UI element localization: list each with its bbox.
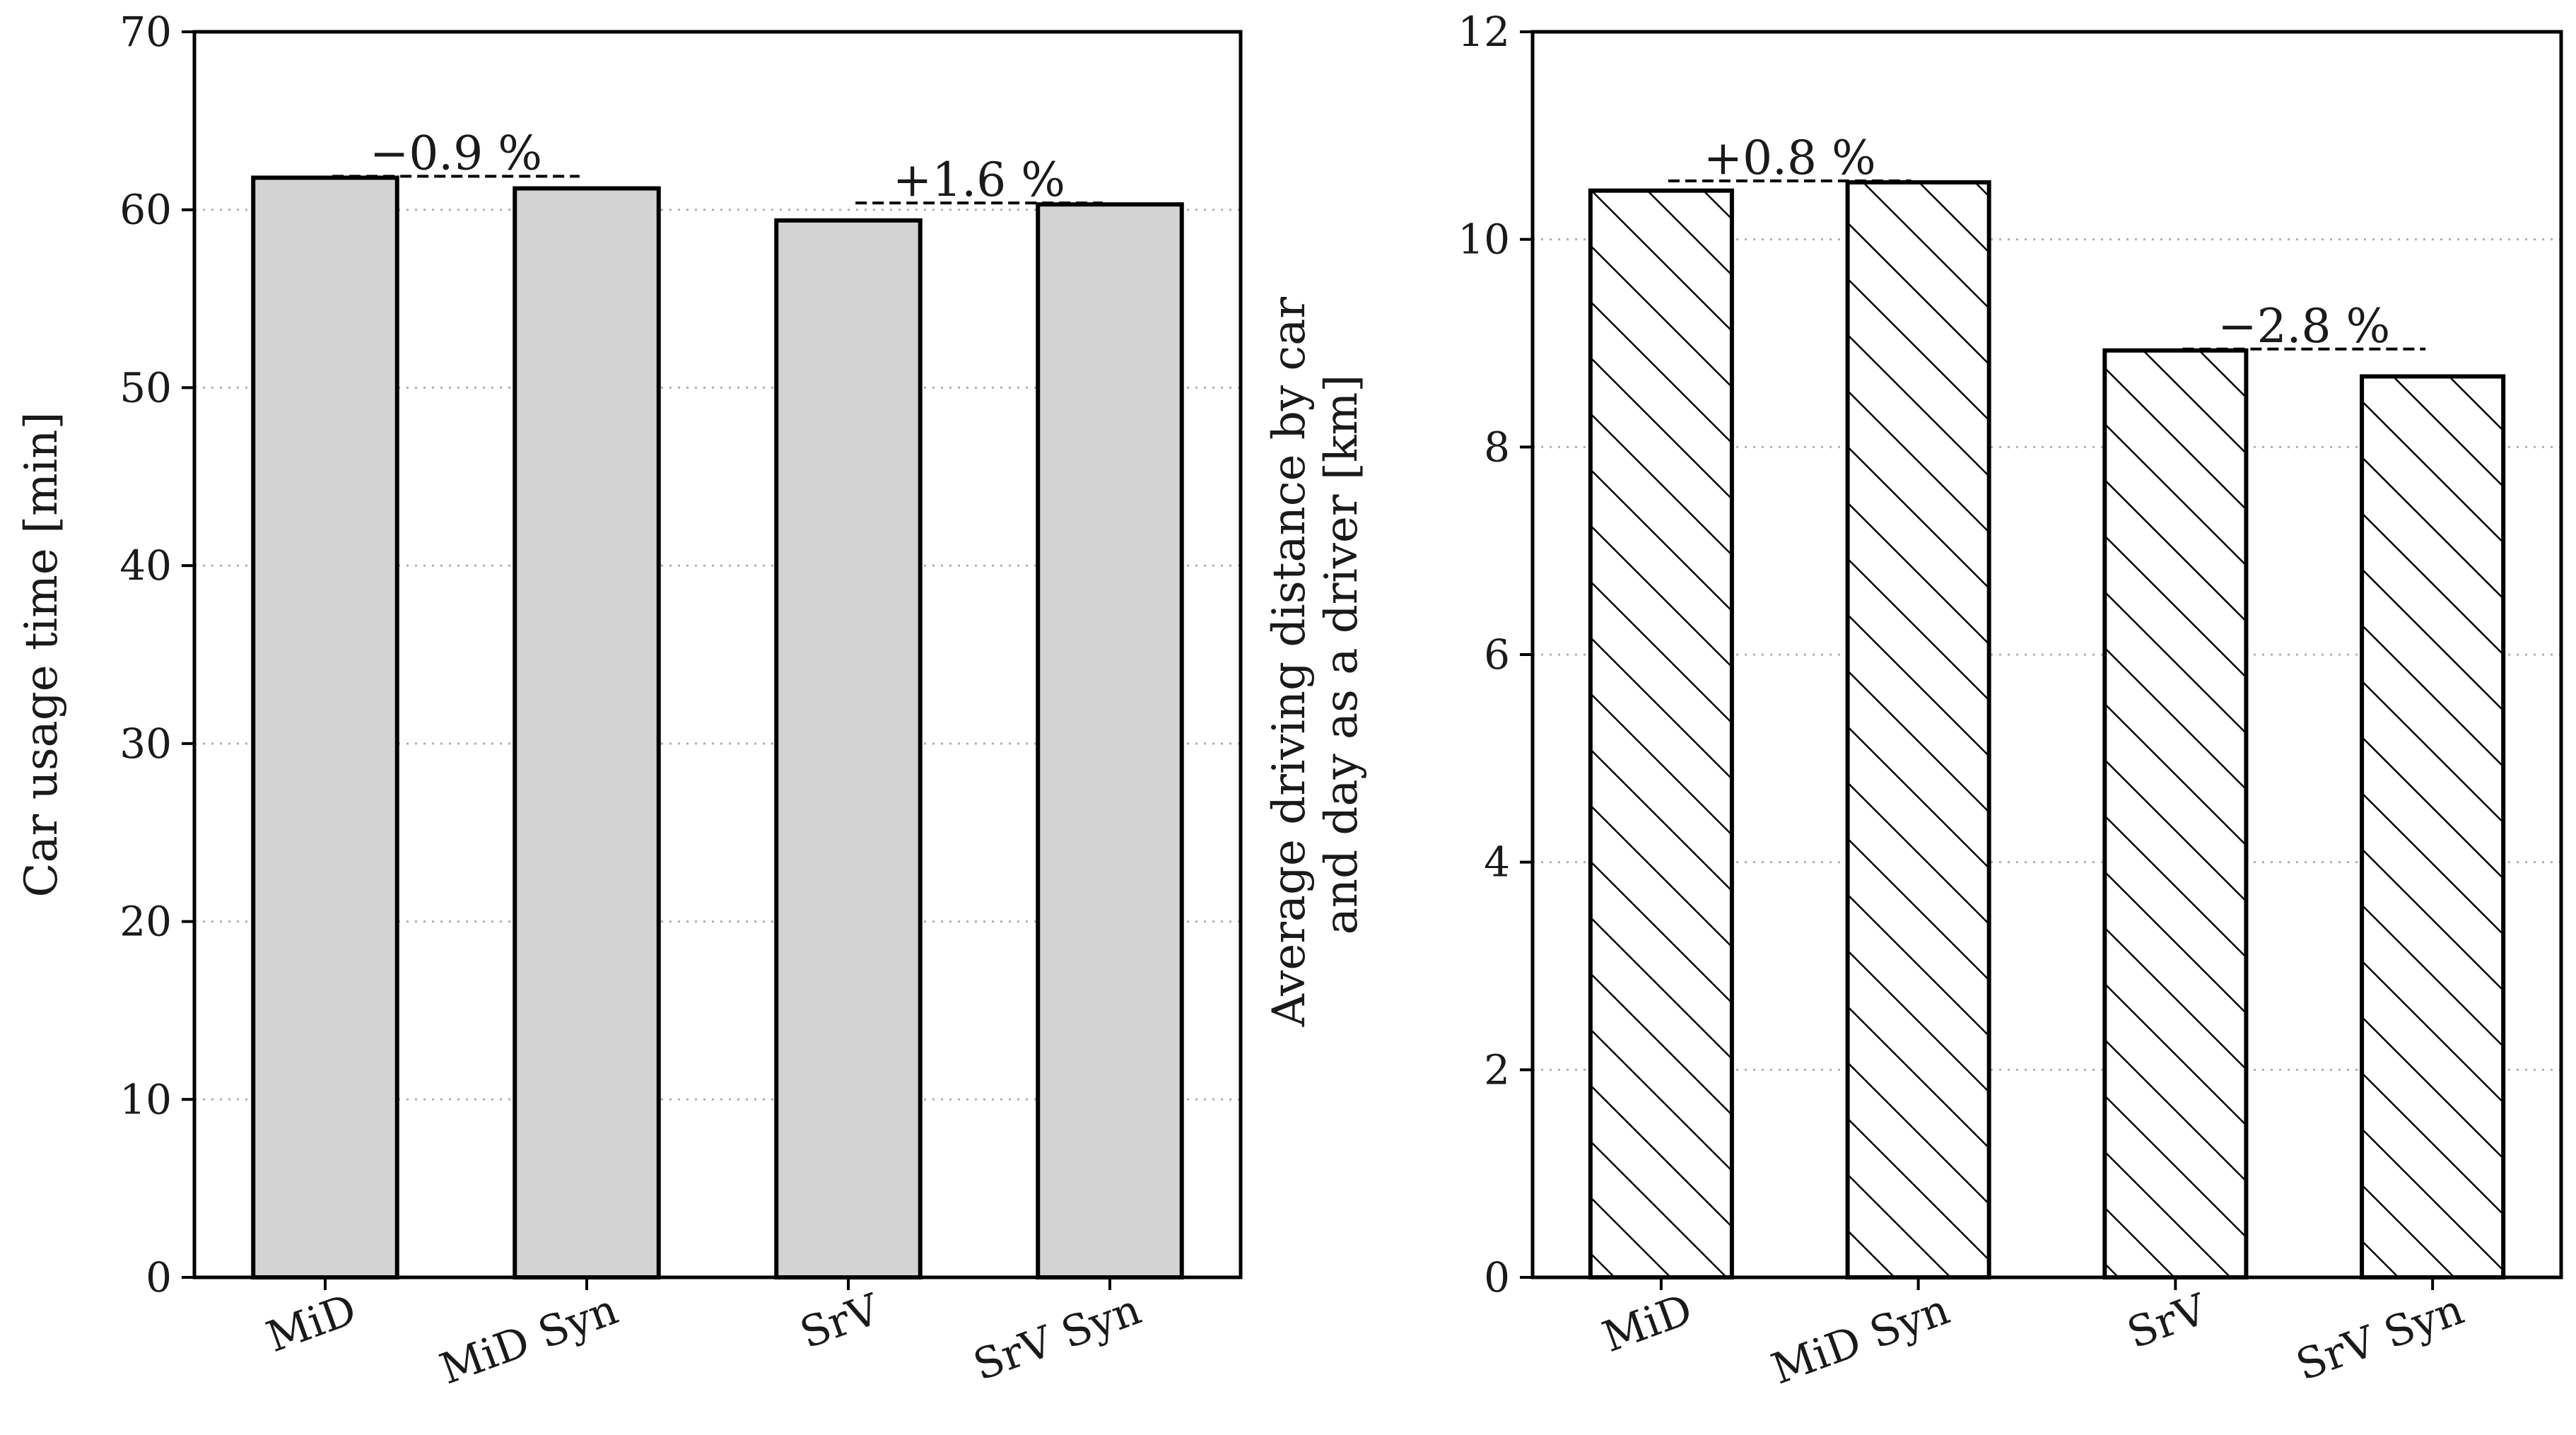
left-y-tick-label: 40 xyxy=(119,541,172,590)
right-bar xyxy=(1845,180,1991,1279)
right-y-axis-title-line-1: Average driving distance by car xyxy=(1263,297,1316,1028)
left-plot-frame xyxy=(192,30,1243,1279)
right-y-axis-title: Average driving distance by car and day … xyxy=(1263,283,1368,1028)
left-annotation-label: −0.9 % xyxy=(370,126,542,180)
right-y-tick-label: 10 xyxy=(1458,216,1510,264)
left-y-tick-label: 50 xyxy=(119,363,172,411)
left-x-tick-label: MiD xyxy=(260,1284,363,1362)
right-y-tick-label: 0 xyxy=(1484,1253,1510,1301)
right-annotation-label: −2.8 % xyxy=(2218,299,2390,353)
left-x-tick-label: MiD Syn xyxy=(434,1284,625,1394)
left-y-tick-label: 30 xyxy=(119,720,172,768)
left-y-tick-label: 70 xyxy=(119,8,172,56)
right-plot-frame xyxy=(1530,30,2563,1279)
right-x-tick-label: MiD Syn xyxy=(1765,1284,1956,1394)
left-x-tick-label: SrV xyxy=(794,1284,887,1359)
right-y-tick-label: 2 xyxy=(1484,1046,1510,1094)
left-bar xyxy=(1036,202,1184,1280)
right-bar xyxy=(1588,188,1734,1279)
right-y-axis-title-line-2: and day as a driver [km] xyxy=(1316,375,1368,935)
right-bar xyxy=(2102,348,2249,1279)
right-y-tick-label: 4 xyxy=(1484,838,1510,886)
right-annotation-label: +0.8 % xyxy=(1704,131,1876,185)
left-bar xyxy=(774,218,923,1279)
left-bar xyxy=(251,175,399,1279)
right-y-tick-label: 6 xyxy=(1484,631,1510,679)
left-bar xyxy=(513,186,661,1280)
left-chart-panel: Car usage time [min] 0 10 20 30 40 50 60 70 MiD M… xyxy=(16,8,1243,1395)
right-y-tick-label: 8 xyxy=(1484,423,1510,471)
right-bar xyxy=(2360,374,2506,1279)
right-x-tick-label: MiD xyxy=(1596,1284,1699,1362)
left-annotation-label: +1.6 % xyxy=(893,153,1065,207)
left-x-tick-label: SrV Syn xyxy=(967,1284,1147,1390)
right-x-tick-label: SrV xyxy=(2121,1284,2214,1359)
left-y-tick-label: 60 xyxy=(119,186,172,234)
right-y-tick-label: 12 xyxy=(1458,8,1510,56)
right-chart-panel: Average driving distance by car and day … xyxy=(1263,8,2563,1395)
left-y-axis-title: Car usage time [min] xyxy=(16,412,68,898)
left-y-tick-label: 10 xyxy=(119,1075,172,1123)
right-x-tick-label: SrV Syn xyxy=(2290,1284,2470,1390)
left-y-tick-label: 0 xyxy=(146,1253,172,1301)
left-y-tick-label: 20 xyxy=(119,898,172,946)
